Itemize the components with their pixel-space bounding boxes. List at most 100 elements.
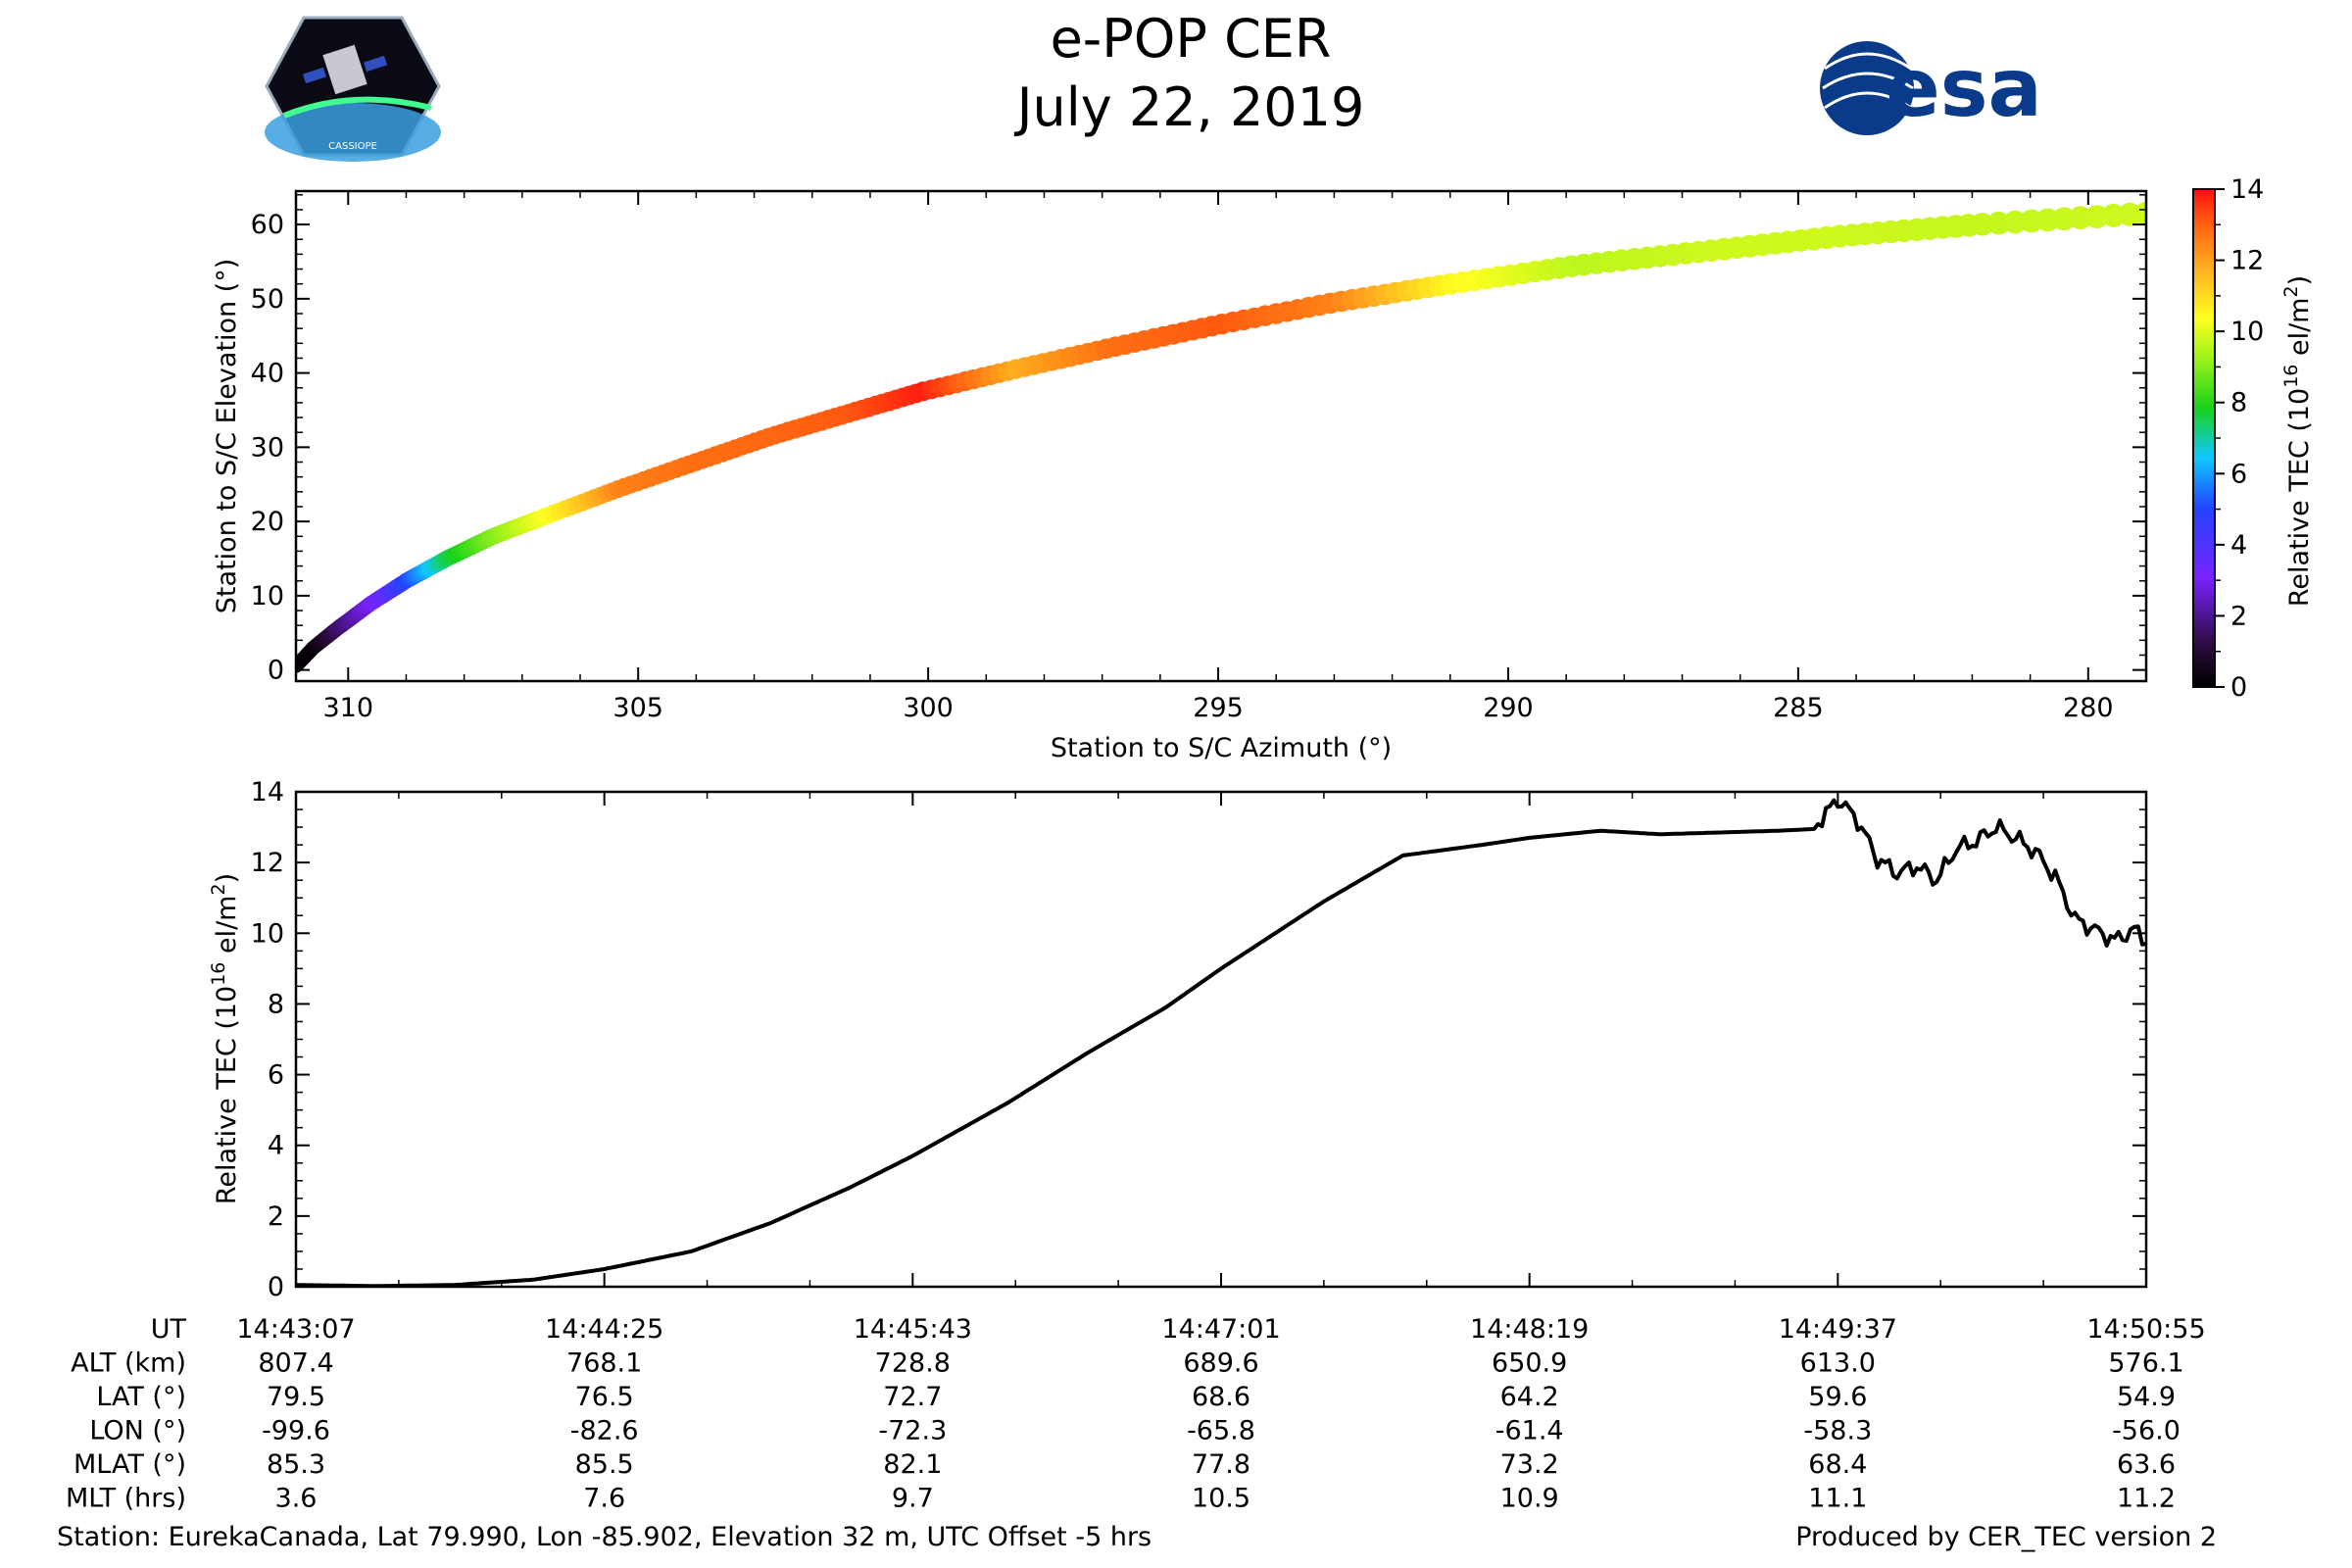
ephemeris-cell: 10.5 [1192, 1484, 1250, 1514]
esa-logo: esa [1820, 41, 2042, 135]
top-y-axis-label: Station to S/C Elevation (°) [212, 259, 242, 614]
ephemeris-cell: -72.3 [878, 1416, 947, 1446]
ephemeris-cell: -61.4 [1495, 1416, 1564, 1446]
ephemeris-cell: 77.8 [1192, 1449, 1250, 1480]
colorbar-tick-label: 6 [2230, 459, 2247, 489]
top-y-tick-label: 0 [268, 656, 284, 686]
ephemeris-row-label: LAT (°) [96, 1382, 186, 1412]
ephemeris-row-label: UT [151, 1314, 187, 1345]
bottom-y-axis-label: Relative TEC (1016 el/m2) [208, 873, 242, 1204]
ephemeris-cell: 10.9 [1500, 1484, 1559, 1514]
ephemeris-cell: 63.6 [2117, 1449, 2176, 1480]
top-x-tick-label: 285 [1773, 693, 1824, 723]
bottom-y-tick-label: 12 [251, 848, 284, 878]
colorbar-tick-label: 10 [2230, 317, 2264, 347]
ephemeris-cell: 11.2 [2117, 1484, 2176, 1514]
bottom-y-tick-label: 6 [268, 1060, 284, 1091]
colorbar-label: Relative TEC (1016 el/m2) [2280, 275, 2315, 607]
track-point [1986, 211, 2011, 235]
ephemeris-cell: 11.1 [1808, 1484, 1867, 1514]
ephemeris-cell: 14:48:19 [1470, 1314, 1589, 1345]
colorbar-tick-label: 4 [2230, 530, 2247, 561]
ephemeris-cell: 14:50:55 [2086, 1314, 2205, 1345]
ephemeris-cell: 728.8 [875, 1348, 951, 1379]
bottom-y-tick-label: 10 [251, 918, 284, 949]
footer-produced-by: Produced by CER_TEC version 2 [1795, 1522, 2217, 1552]
colorbar-tick-label: 2 [2230, 601, 2247, 631]
ephemeris-cell: 73.2 [1500, 1449, 1559, 1480]
colorbar-tick-label: 14 [2230, 174, 2264, 205]
ephemeris-cell: 9.7 [892, 1484, 934, 1514]
esa-logo-text: esa [1886, 42, 2042, 135]
figure-date: July 22, 2019 [1014, 76, 1365, 138]
footer-station: Station: EurekaCanada, Lat 79.990, Lon -… [57, 1522, 1152, 1552]
bottom-y-tick-label: 8 [268, 989, 284, 1019]
ephemeris-cell: 68.4 [1808, 1449, 1867, 1480]
ephemeris-cell: -58.3 [1803, 1416, 1872, 1446]
ephemeris-row-label: ALT (km) [71, 1348, 186, 1379]
top-y-tick-label: 60 [251, 210, 284, 240]
ephemeris-cell: 54.9 [2117, 1382, 2176, 1412]
track-point [2134, 201, 2146, 225]
top-x-tick-label: 300 [903, 693, 954, 723]
cassiope-logo-text: CASSIOPE [328, 141, 377, 152]
ephemeris-cell: 576.1 [2108, 1348, 2183, 1379]
top-x-tick-label: 310 [322, 693, 373, 723]
top-x-tick-label: 290 [1483, 693, 1534, 723]
ephemeris-cell: 14:49:37 [1779, 1314, 1897, 1345]
bottom-plot-frame [294, 790, 2148, 1289]
ephemeris-cell: 689.6 [1183, 1348, 1258, 1379]
ephemeris-cell: 14:47:01 [1161, 1314, 1280, 1345]
ephemeris-cell: 807.4 [258, 1348, 333, 1379]
ephemeris-cell: -99.6 [262, 1416, 330, 1446]
ephemeris-row-label: LON (°) [89, 1416, 186, 1446]
colorbar-tick-label: 8 [2230, 388, 2247, 418]
top-axes-ticks: 310 305 300 295 290 285 280 0 10 20 30 40 50 60 [251, 191, 2147, 723]
ephemeris-row-label: MLAT (°) [74, 1449, 186, 1480]
ephemeris-cell: 68.6 [1192, 1382, 1250, 1412]
ephemeris-cell: 650.9 [1492, 1348, 1567, 1379]
ephemeris-table: UT 14:43:07 14:44:25 14:45:43 14:47:01 14:48:… [66, 1314, 2206, 1514]
colorbar-tick-label: 0 [2230, 672, 2247, 703]
tec-series-line [296, 798, 2146, 1287]
ephemeris-cell: 14:44:25 [545, 1314, 663, 1345]
top-x-tick-label: 305 [612, 693, 663, 723]
ephemeris-cell: 64.2 [1500, 1382, 1559, 1412]
top-y-tick-label: 10 [251, 581, 284, 612]
ephemeris-cell: 768.1 [566, 1348, 642, 1379]
top-plot-frame [294, 189, 2148, 683]
ephemeris-cell: 14:43:07 [236, 1314, 355, 1345]
ephemeris-cell: 79.5 [267, 1382, 325, 1412]
bottom-y-tick-label: 2 [268, 1201, 284, 1232]
ephemeris-cell: -56.0 [2112, 1416, 2180, 1446]
ephemeris-cell: 76.5 [575, 1382, 634, 1412]
top-y-tick-label: 50 [251, 284, 284, 315]
colorbar: 0 2 4 6 8 10 12 14 Relative TEC (1016 el/m2) [2192, 174, 2315, 703]
bottom-y-tick-label: 14 [251, 777, 284, 808]
ephemeris-cell: 82.1 [883, 1449, 942, 1480]
ephemeris-cell: 85.3 [267, 1449, 325, 1480]
top-track [296, 201, 2146, 673]
elevation-azimuth-chart: 310 305 300 295 290 285 280 0 10 20 30 40 50 60 Stati… [212, 189, 2148, 763]
top-x-tick-label: 295 [1193, 693, 1244, 723]
ephemeris-cell: 72.7 [883, 1382, 942, 1412]
bottom-y-tick-label: 4 [268, 1131, 284, 1161]
colorbar-ticks: 0 2 4 6 8 10 12 14 [2215, 174, 2264, 703]
colorbar-tick-label: 12 [2230, 246, 2264, 276]
top-x-axis-label: Station to S/C Azimuth (°) [1051, 733, 1392, 763]
top-y-tick-label: 30 [251, 432, 284, 463]
ephemeris-cell: 7.6 [583, 1484, 625, 1514]
colorbar-gradient [2192, 188, 2216, 688]
track-point [1971, 213, 1994, 236]
bottom-y-tick-label: 0 [268, 1272, 284, 1302]
top-x-tick-label: 280 [2063, 693, 2114, 723]
figure-title: e-POP CER [1051, 8, 1332, 70]
bottom-axes-ticks: 0 2 4 6 8 10 12 14 [251, 777, 2147, 1302]
tec-line-chart: 0 2 4 6 8 10 12 14 Relative TEC (1016 el/m2) [208, 777, 2148, 1302]
top-y-tick-label: 20 [251, 507, 284, 537]
ephemeris-cell: 3.6 [275, 1484, 318, 1514]
ephemeris-cell: -65.8 [1187, 1416, 1255, 1446]
ephemeris-row-label: MLT (hrs) [66, 1484, 186, 1514]
ephemeris-cell: 59.6 [1808, 1382, 1867, 1412]
